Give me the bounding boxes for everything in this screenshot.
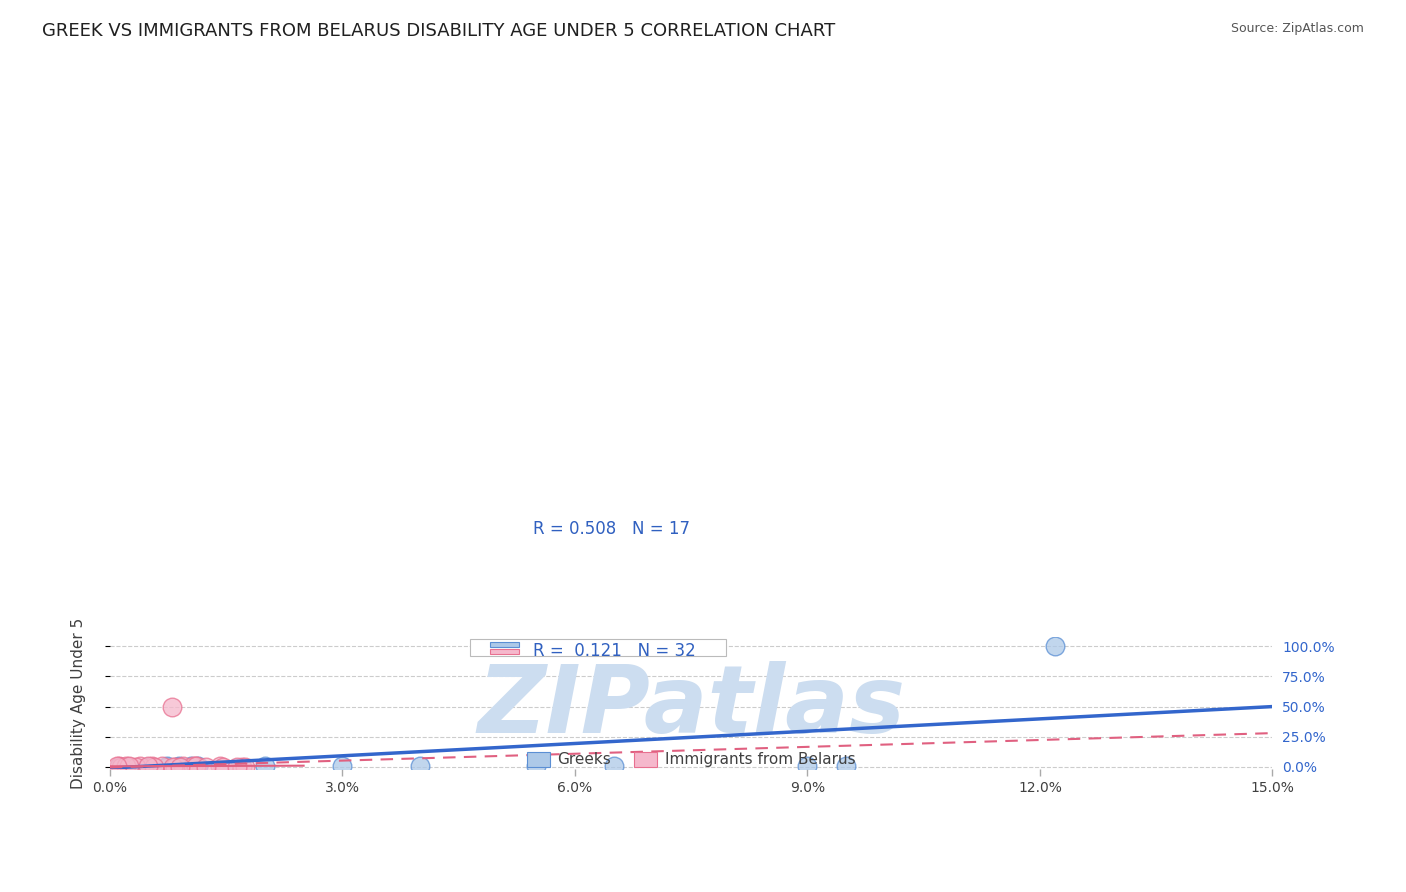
- Legend: Greeks, Immigrants from Belarus: Greeks, Immigrants from Belarus: [520, 746, 862, 773]
- Point: [141, 759, 163, 773]
- Point: [226, 760, 249, 774]
- Point: [169, 760, 191, 774]
- Point: [124, 760, 146, 774]
- Text: GREEK VS IMMIGRANTS FROM BELARUS DISABILITY AGE UNDER 5 CORRELATION CHART: GREEK VS IMMIGRANTS FROM BELARUS DISABIL…: [42, 22, 835, 40]
- FancyBboxPatch shape: [491, 641, 519, 647]
- FancyBboxPatch shape: [470, 640, 725, 656]
- Point: [184, 759, 207, 773]
- Point: [212, 759, 235, 773]
- Point: [835, 759, 858, 773]
- Text: R = 0.508   N = 17: R = 0.508 N = 17: [533, 520, 690, 538]
- Point: [524, 759, 547, 773]
- Point: [105, 759, 128, 773]
- Point: [208, 759, 231, 773]
- Point: [172, 759, 194, 773]
- Text: R =  0.121   N = 32: R = 0.121 N = 32: [533, 642, 696, 660]
- Point: [136, 759, 159, 773]
- Point: [107, 759, 129, 773]
- Point: [118, 759, 141, 773]
- Point: [332, 759, 354, 773]
- Point: [1045, 640, 1067, 654]
- Point: [117, 759, 139, 773]
- Point: [602, 758, 624, 772]
- Point: [156, 759, 179, 773]
- Point: [233, 759, 256, 773]
- Point: [163, 759, 186, 773]
- Point: [156, 759, 179, 773]
- Point: [253, 759, 276, 773]
- FancyBboxPatch shape: [491, 648, 519, 654]
- Point: [183, 759, 205, 773]
- Point: [180, 759, 202, 773]
- Point: [160, 699, 183, 714]
- Point: [162, 759, 184, 773]
- Point: [120, 759, 142, 773]
- Point: [108, 759, 131, 773]
- Point: [128, 759, 150, 773]
- Point: [143, 759, 166, 773]
- Point: [796, 759, 818, 773]
- Point: [231, 760, 253, 774]
- Point: [167, 759, 190, 773]
- Point: [195, 759, 218, 773]
- Text: ZIPatlas: ZIPatlas: [477, 661, 905, 753]
- Text: Source: ZipAtlas.com: Source: ZipAtlas.com: [1230, 22, 1364, 36]
- Point: [136, 760, 159, 774]
- Point: [187, 759, 209, 773]
- Y-axis label: Disability Age Under 5: Disability Age Under 5: [72, 617, 86, 789]
- Point: [152, 759, 174, 773]
- Point: [117, 759, 139, 773]
- Point: [184, 759, 207, 773]
- Point: [114, 759, 136, 773]
- Point: [409, 758, 432, 772]
- Point: [166, 759, 188, 773]
- Point: [110, 759, 132, 773]
